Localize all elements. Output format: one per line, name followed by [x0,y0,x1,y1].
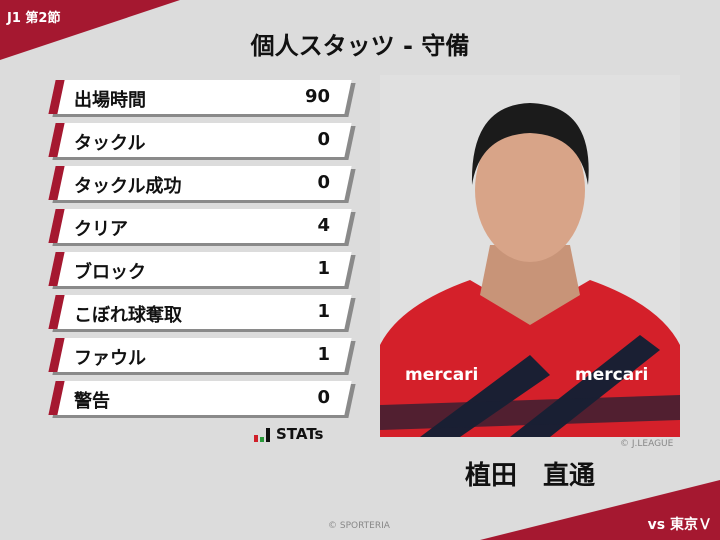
stat-row: こぼれ球奪取 1 [48,295,356,332]
sporteria-credit: © SPORTERIA [328,521,390,531]
stat-value: 1 [317,344,330,365]
stat-value: 4 [317,215,330,236]
stat-label: クリア [74,219,128,240]
stat-row: ファウル 1 [48,338,356,375]
stat-label: 警告 [74,391,110,412]
svg-text:mercari: mercari [575,365,648,385]
stat-value: 0 [317,172,330,193]
stat-value: 1 [317,301,330,322]
stat-row: タックル 0 [48,123,356,160]
corner-banner-bottom [480,480,720,540]
stat-value: 90 [304,86,330,107]
round-label: J1 第2節 [7,11,61,26]
stat-row: 出場時間 90 [48,80,356,117]
stat-row: クリア 4 [48,209,356,246]
stat-label: タックル成功 [74,176,182,197]
stat-label: タックル [74,133,146,154]
opponent-label: vs 東京Ｖ [647,517,712,533]
stat-row: タックル成功 0 [48,166,356,203]
corner-banner-top [0,0,180,60]
player-photo: mercari mercari [380,75,680,437]
stat-label: 出場時間 [74,90,146,111]
stat-row: ブロック 1 [48,252,356,289]
stat-value: 0 [317,129,330,150]
stat-label: ブロック [74,262,146,283]
stats-logo: STATs [254,426,323,442]
stat-label: こぼれ球奪取 [74,305,182,326]
stat-row: 警告 0 [48,381,356,418]
page-title: 個人スタッツ - 守備 [250,32,470,60]
svg-text:mercari: mercari [405,365,478,385]
photo-credit: © J.LEAGUE [620,439,674,449]
stat-label: ファウル [74,348,146,369]
stat-value: 1 [317,258,330,279]
stat-value: 0 [317,387,330,408]
